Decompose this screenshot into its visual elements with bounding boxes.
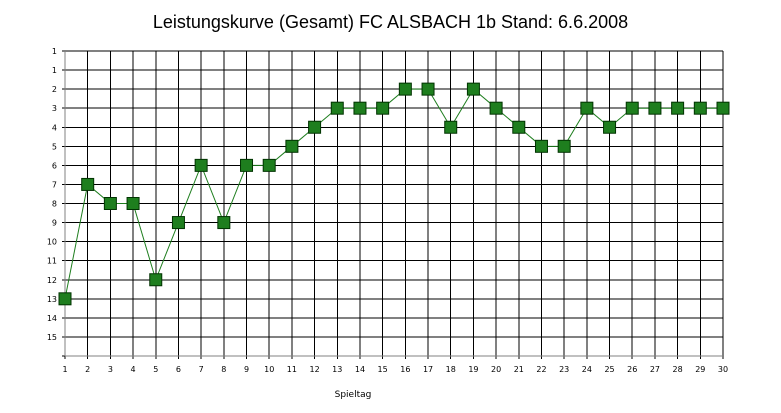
data-points: [58, 82, 730, 306]
data-point: [512, 120, 526, 134]
x-tick-label: 25: [604, 365, 614, 374]
x-tick-label: 8: [221, 365, 226, 374]
x-tick-label: 28: [673, 365, 683, 374]
data-point: [58, 292, 72, 306]
y-tick-label: 1: [52, 66, 57, 75]
data-point: [716, 101, 730, 115]
data-point: [285, 139, 299, 153]
x-tick-label: 24: [582, 365, 592, 374]
x-tick-label: 10: [264, 365, 274, 374]
data-point: [580, 101, 594, 115]
y-tick-label: 12: [47, 276, 57, 285]
y-tick-label: 9: [52, 219, 57, 228]
x-tick-label: 16: [400, 365, 410, 374]
y-tick-label: 2: [52, 85, 57, 94]
y-tick-label: 8: [52, 200, 57, 209]
data-point: [489, 101, 503, 115]
x-tick-label: 23: [559, 365, 569, 374]
y-tick-label: 1: [52, 47, 57, 56]
y-tick-label: 15: [47, 333, 57, 342]
data-point: [171, 216, 185, 230]
x-tick-label: 11: [287, 365, 297, 374]
x-tick-label: 9: [244, 365, 249, 374]
series-line-path: [64, 88, 723, 299]
data-point: [557, 139, 571, 153]
x-tick-label: 15: [378, 365, 388, 374]
x-tick-label: 30: [718, 365, 728, 374]
data-point: [103, 197, 117, 210]
x-tick-label: 21: [514, 365, 524, 374]
data-point: [648, 101, 662, 115]
data-point: [444, 120, 458, 134]
y-tick-label: 11: [47, 257, 57, 266]
x-tick-label: 22: [536, 365, 546, 374]
data-point: [81, 177, 95, 191]
x-tick-label: 2: [85, 365, 90, 374]
y-tick-label: 13: [47, 295, 57, 304]
data-point: [330, 101, 344, 115]
x-tick-label: 12: [309, 365, 319, 374]
y-tick-label: 7: [52, 180, 57, 189]
x-tick-label: 27: [650, 365, 660, 374]
y-tick-label: 4: [52, 123, 57, 132]
x-tick-label: 5: [153, 365, 158, 374]
x-tick-label: 18: [446, 365, 456, 374]
data-point: [693, 101, 707, 115]
x-tick-label: 6: [176, 365, 181, 374]
y-tick-label: 14: [47, 314, 57, 323]
x-tick-label: 19: [468, 365, 478, 374]
y-tick-label: 6: [52, 161, 57, 170]
data-point: [149, 273, 163, 287]
x-tick-label: 29: [695, 365, 705, 374]
x-tick-label: 17: [423, 365, 433, 374]
data-point: [603, 120, 617, 134]
x-tick-label: 4: [131, 365, 136, 374]
y-tick-label: 10: [47, 238, 57, 247]
data-point: [217, 216, 231, 230]
x-tick-label: 13: [332, 365, 342, 374]
data-point: [398, 82, 412, 96]
chart-title: Leistungskurve (Gesamt) FC ALSBACH 1b St…: [152, 12, 629, 32]
data-point: [262, 158, 276, 172]
y-tick-label: 3: [52, 104, 57, 113]
series-line: [64, 88, 723, 299]
x-tick-label: 14: [355, 365, 365, 374]
x-tick-label: 20: [491, 365, 501, 374]
x-tick-label: 26: [627, 365, 637, 374]
data-point: [625, 101, 639, 115]
y-tick-label: 5: [52, 142, 57, 151]
data-point: [194, 158, 208, 172]
data-point: [308, 120, 322, 134]
data-point: [534, 139, 548, 153]
grid: [62, 50, 724, 359]
data-point: [376, 101, 390, 115]
x-tick-label: 7: [199, 365, 204, 374]
data-point: [353, 101, 367, 115]
x-tick-label: 1: [62, 365, 67, 374]
data-point: [421, 82, 435, 96]
x-tick-label: 3: [108, 365, 113, 374]
data-point: [466, 82, 480, 96]
data-point: [240, 158, 254, 172]
axes: 1 2 3 4 5 6 7 8 9 10 11 12 13 14 15 16 17 18 19 20 21 22 23 24 2…: [47, 47, 728, 374]
data-point: [126, 197, 140, 210]
x-axis-label: Spieltag: [335, 390, 372, 400]
data-point: [671, 101, 685, 115]
